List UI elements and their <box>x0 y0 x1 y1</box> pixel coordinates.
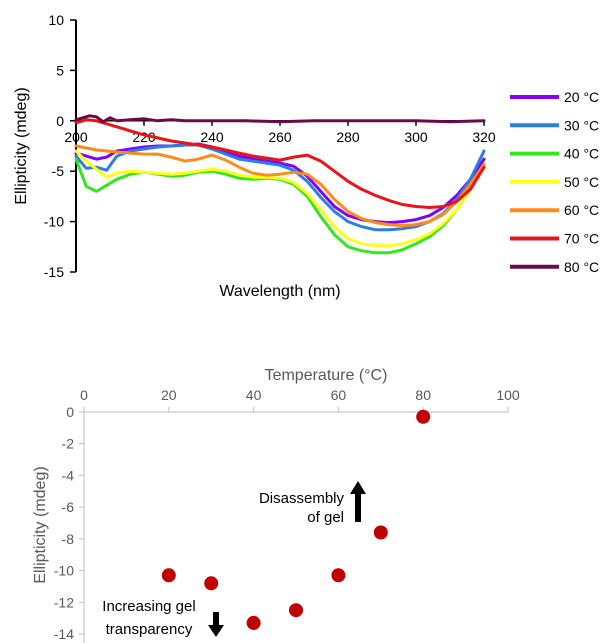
annotation-disassembly-line2: of gel <box>307 509 344 526</box>
legend-label-4: 60 °C <box>564 202 599 218</box>
series-line-0 <box>74 142 486 225</box>
legend-label-5: 70 °C <box>564 231 599 247</box>
x-tick-label: 320 <box>472 129 496 145</box>
x-tick-label: 200 <box>64 129 88 145</box>
y-tick-label-2: -2 <box>62 436 75 452</box>
data-point <box>289 603 303 618</box>
y-tick-label-2: -4 <box>62 467 75 483</box>
legend-label-6: 80 °C <box>564 259 599 275</box>
data-point <box>246 615 261 630</box>
series-line-6 <box>74 114 486 124</box>
y-tick-label-2: -10 <box>54 563 74 579</box>
y-tick-label: 10 <box>48 12 64 28</box>
y-axis-title-2: Ellipticity (mdeg) <box>32 466 49 583</box>
x-tick-label-2: 40 <box>246 387 262 403</box>
x-tick-label: 260 <box>268 129 292 145</box>
series-line-1 <box>74 143 486 232</box>
y-tick-label: 0 <box>56 113 64 129</box>
data-point <box>373 525 388 540</box>
x-tick-label-2: 0 <box>80 387 88 403</box>
y-tick-label: -10 <box>44 214 64 230</box>
series-line-4 <box>74 144 486 228</box>
data-point <box>161 568 176 583</box>
data-point <box>416 409 431 424</box>
y-tick-label: 5 <box>56 62 64 78</box>
x-tick-label: 300 <box>404 129 428 145</box>
legend-label-2: 40 °C <box>564 146 599 162</box>
arrow-up-icon <box>350 481 366 522</box>
annotation-transparency-line1: Increasing gel <box>102 598 195 615</box>
x-tick-label: 280 <box>336 129 360 145</box>
data-point <box>204 576 219 591</box>
y-axis-title: Ellipticity (mdeg) <box>13 87 30 204</box>
x-tick-label-2: 20 <box>161 387 177 403</box>
y-tick-label: -5 <box>52 163 65 179</box>
annotation-transparency-line2: transparency <box>106 621 193 638</box>
y-tick-label-2: -6 <box>62 499 75 515</box>
legend-label-3: 50 °C <box>564 174 599 190</box>
x-tick-label-2: 80 <box>415 387 431 403</box>
x-tick-label: 240 <box>200 129 224 145</box>
annotation-disassembly-line1: Disassembly <box>259 490 345 507</box>
arrow-down-icon <box>208 612 224 637</box>
y-tick-label-2: -12 <box>54 594 74 610</box>
legend-label-0: 20 °C <box>564 89 599 105</box>
series-line-3 <box>74 149 486 248</box>
x-axis-title: Wavelength (nm) <box>219 283 340 300</box>
x-tick-label-2: 60 <box>331 387 347 403</box>
x-axis-title-2: Temperature (°C) <box>265 367 388 384</box>
legend-label-1: 30 °C <box>564 117 599 133</box>
series-line-5 <box>74 118 486 209</box>
data-point <box>331 568 346 583</box>
y-tick-label-2: 0 <box>66 404 74 420</box>
y-tick-label-2: -14 <box>54 626 74 642</box>
y-tick-label: -15 <box>44 264 64 280</box>
y-tick-label-2: -8 <box>62 531 75 547</box>
x-tick-label-2: 100 <box>496 387 520 403</box>
